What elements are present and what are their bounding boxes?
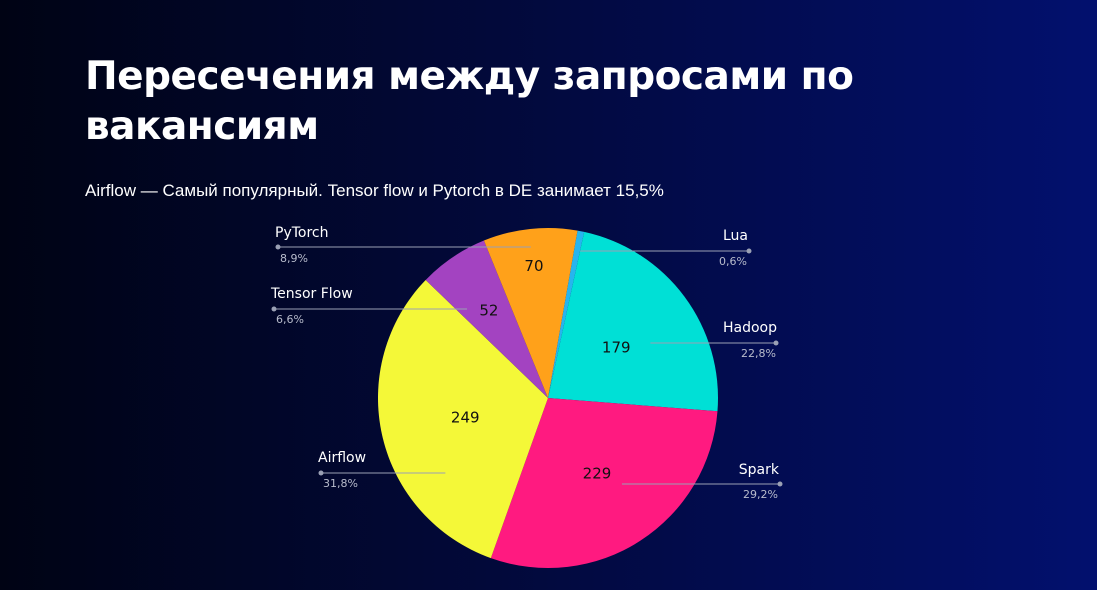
pie-slice-lua — [548, 230, 585, 398]
pie-slice-spark — [490, 398, 718, 568]
percent-label-tensor-flow: 6,6% — [276, 313, 304, 326]
category-label-tensor-flow: Tensor Flow — [270, 286, 353, 302]
category-label-spark: Spark — [739, 462, 780, 478]
percent-label-airflow: 31,8% — [323, 477, 358, 490]
leader-dot-spark — [777, 481, 783, 487]
value-label-hadoop: 179 — [602, 338, 631, 356]
value-label-tensor-flow: 52 — [479, 302, 498, 320]
category-label-lua: Lua — [723, 228, 748, 244]
category-label-pytorch: PyTorch — [275, 225, 328, 241]
percent-label-pytorch: 8,9% — [280, 252, 308, 265]
leader-dot-pytorch — [275, 244, 281, 250]
percent-label-lua: 0,6% — [719, 255, 747, 268]
pie-slice-pytorch — [483, 228, 578, 398]
leader-dot-airflow — [318, 470, 324, 476]
category-label-airflow: Airflow — [318, 450, 366, 466]
pie-slice-airflow — [378, 279, 548, 559]
percent-label-spark: 29,2% — [743, 488, 778, 501]
leader-dot-hadoop — [773, 340, 779, 346]
pie-slice-hadoop — [548, 231, 718, 412]
pie-labels: Lua 0,6% Hadoop 22,8% 179 Spark 29,2% 229 Airflo… — [270, 225, 780, 501]
leader-dot-tensor-flow — [271, 306, 277, 312]
category-label-hadoop: Hadoop — [723, 320, 777, 336]
pie-leader-lines — [271, 244, 783, 487]
value-label-pytorch: 70 — [524, 257, 543, 275]
page-subtitle: Airflow — Самый популярный. Tensor flow … — [85, 181, 664, 200]
percent-label-hadoop: 22,8% — [741, 347, 776, 360]
pie-slices — [378, 228, 718, 568]
pie-slice-tensor-flow — [425, 240, 548, 398]
leader-dot-lua — [746, 248, 752, 254]
value-label-airflow: 249 — [451, 408, 480, 426]
value-label-spark: 229 — [583, 465, 612, 483]
page-title: Пересечения между запросами по вакансиям — [85, 54, 854, 149]
